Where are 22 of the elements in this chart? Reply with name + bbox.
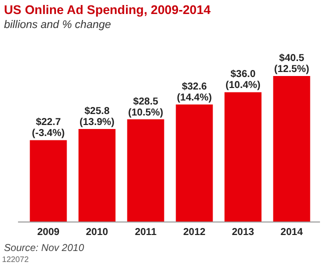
bar	[224, 92, 262, 222]
x-tick-label: 2009	[37, 227, 60, 238]
data-label: $22.7 (-3.4%)	[32, 117, 65, 140]
chart-subtitle: billions and % change	[4, 19, 112, 31]
source-note: Source: Nov 2010	[4, 243, 84, 254]
x-tick-label: 2010	[86, 227, 109, 238]
x-tick-label: 2013	[232, 227, 255, 238]
x-tick-label: 2014	[280, 227, 304, 238]
data-label: $40.5 (12.5%)	[274, 53, 310, 75]
bar	[273, 76, 310, 222]
data-label: $32.6 (14.4%)	[176, 81, 212, 104]
data-label: $25.8 (13.9%)	[79, 106, 115, 128]
data-label: $36.0 (10.4%)	[225, 69, 261, 92]
x-tick-label: 2012	[183, 227, 206, 238]
text: 122072	[2, 255, 30, 264]
x-tick-label: 2011	[134, 227, 157, 238]
bar	[30, 140, 67, 222]
bar	[127, 119, 164, 222]
bar	[78, 128, 116, 222]
bar	[176, 104, 213, 222]
data-label: $28.5 (10.5%)	[128, 96, 164, 118]
chart-title: US Online Ad Spending, 2009-2014	[4, 3, 211, 17]
